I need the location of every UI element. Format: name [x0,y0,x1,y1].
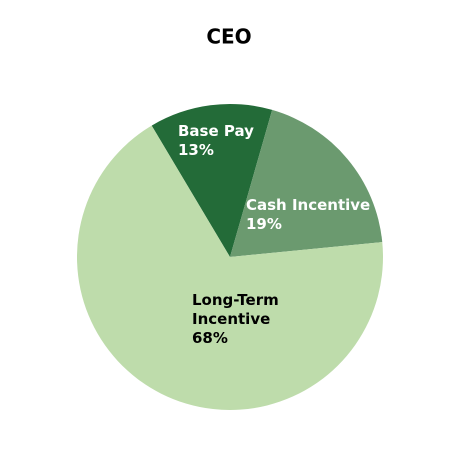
slice-value-label: 13% [178,141,214,159]
slice-value-label: 19% [246,215,282,233]
pie-slice [151,104,273,257]
slice-label: Long-Term Incentive [192,291,279,328]
slice-label: Cash Incentive [246,196,370,214]
pie-slice [77,125,384,410]
pie-slice [230,109,383,257]
slice-value-label: 68% [192,329,228,347]
chart-title: CEO [206,25,251,49]
slice-label: Base Pay [178,122,254,140]
